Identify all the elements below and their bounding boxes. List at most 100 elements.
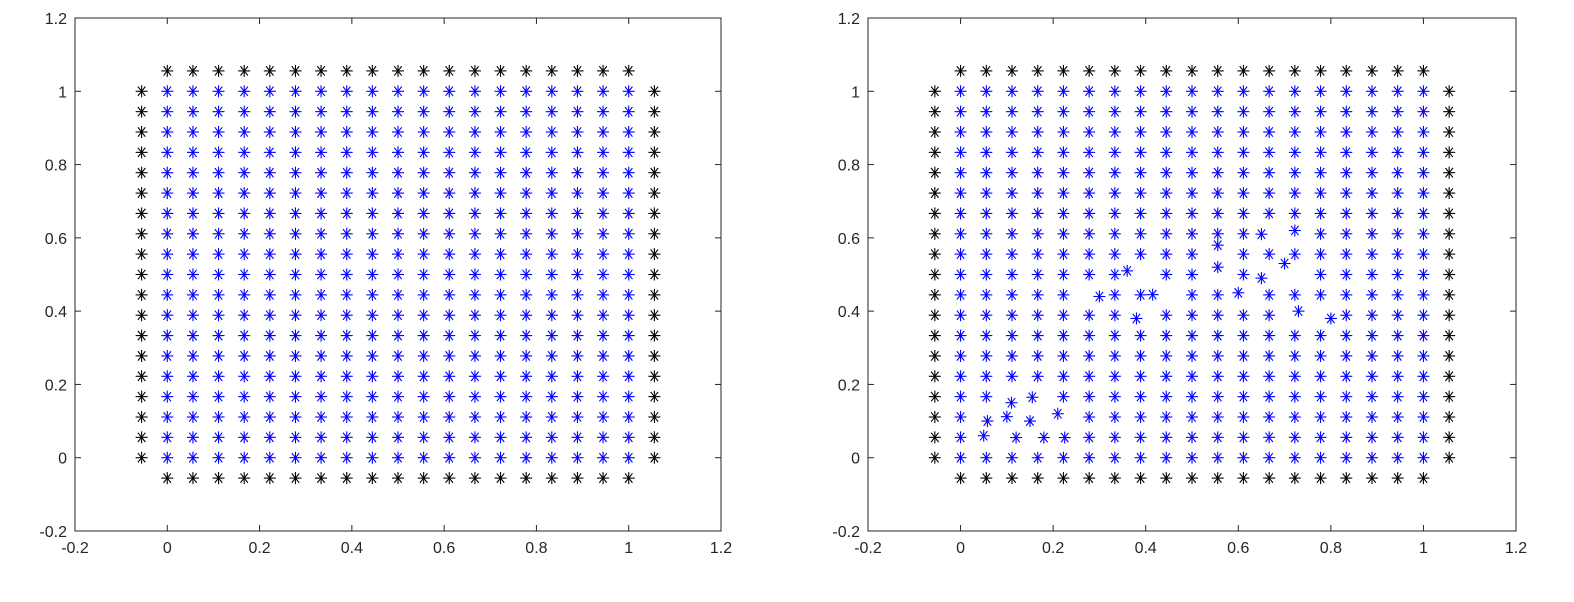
boundary-point [263,472,276,485]
boundary-point [928,227,941,240]
interior-point [315,451,328,464]
interior-point [1391,227,1404,240]
interior-point [1005,166,1018,179]
interior-point [1263,105,1276,118]
boundary-point [928,125,941,138]
interior-point [622,146,635,159]
interior-point [186,309,199,322]
interior-point [1237,431,1250,444]
interior-point [238,451,251,464]
interior-point [1255,272,1268,285]
interior-point [980,370,993,383]
boundary-point [161,472,174,485]
interior-point [571,411,584,424]
interior-point [571,268,584,281]
interior-point [1391,349,1404,362]
interior-point [545,105,558,118]
interior-point [1186,390,1198,403]
interior-point [1160,146,1173,159]
interior-point [443,370,456,383]
interior-point [443,390,456,403]
interior-point [1031,187,1044,200]
interior-point [622,451,635,464]
interior-point [161,187,174,200]
interior-point [392,227,404,240]
interior-point [1314,227,1327,240]
interior-point [212,309,225,322]
interior-point [1057,105,1070,118]
interior-point [1186,125,1198,138]
interior-point [571,146,584,159]
interior-point [289,146,302,159]
interior-point [263,268,276,281]
interior-point [954,248,967,261]
boundary-point [392,64,404,77]
interior-point [1134,105,1147,118]
interior-point [468,451,481,464]
x-tick-label: 1 [624,540,633,557]
interior-point [1211,370,1224,383]
boundary-point [212,64,225,77]
interior-point [954,166,967,179]
boundary-point [289,472,302,485]
interior-point [1211,329,1224,342]
interior-point [954,431,967,444]
interior-point [1237,309,1250,322]
interior-point [622,431,635,444]
interior-point [545,146,558,159]
boundary-point [135,329,148,342]
boundary-point [417,472,430,485]
interior-point [1417,166,1430,179]
interior-point [494,349,507,362]
x-tick-label: 0.8 [1320,540,1342,557]
interior-point [1263,411,1276,424]
interior-point [597,248,610,261]
boundary-point [648,125,661,138]
interior-point [597,85,610,98]
interior-point [1057,125,1070,138]
interior-point [1005,248,1018,261]
interior-point [1288,370,1301,383]
interior-point [1417,207,1430,220]
interior-point [1160,329,1173,342]
interior-point [1083,105,1096,118]
interior-point [212,146,225,159]
interior-point [1391,329,1404,342]
boundary-point [648,105,661,118]
interior-point [417,248,430,261]
interior-point [366,125,379,138]
interior-point [622,390,635,403]
interior-point [1340,105,1353,118]
interior-point [1366,207,1379,220]
interior-point [238,248,251,261]
boundary-point [1237,472,1250,485]
interior-point [1237,451,1250,464]
interior-point [263,227,276,240]
interior-point [571,248,584,261]
interior-point [520,329,533,342]
interior-point [520,105,533,118]
interior-point [1340,248,1353,261]
interior-point [340,207,353,220]
interior-point [392,329,404,342]
interior-point [263,329,276,342]
interior-point [1263,370,1276,383]
interior-point [1005,146,1018,159]
interior-point [1108,105,1121,118]
interior-point [1186,309,1198,322]
boundary-point [545,472,558,485]
boundary-point [928,329,941,342]
interior-point [366,329,379,342]
interior-point [494,451,507,464]
interior-point [1186,85,1198,98]
interior-point [622,187,635,200]
interior-point [392,187,404,200]
interior-point [186,125,199,138]
interior-point [1005,105,1018,118]
interior-point [315,105,328,118]
interior-point [494,248,507,261]
interior-point [1108,85,1121,98]
interior-point [315,370,328,383]
boundary-point [928,105,941,118]
boundary-point [648,85,661,98]
